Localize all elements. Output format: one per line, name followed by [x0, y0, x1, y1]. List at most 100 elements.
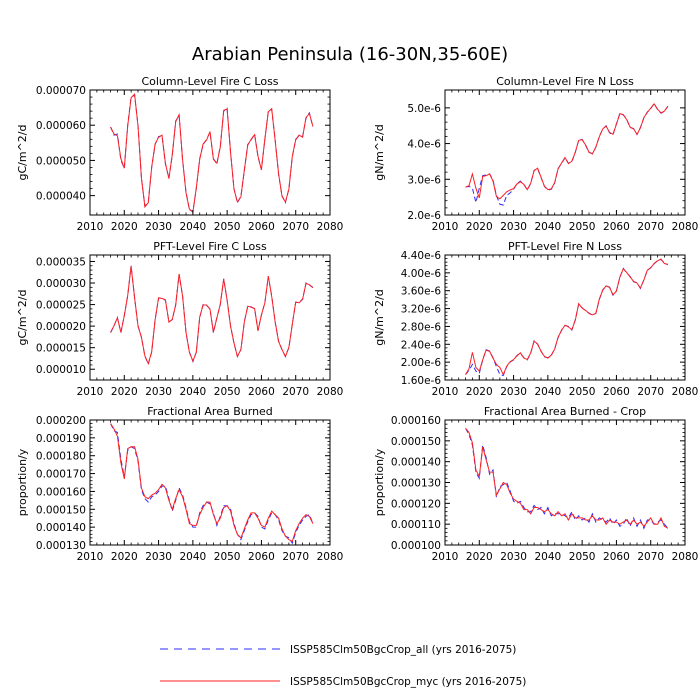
series-line-myc	[110, 266, 314, 366]
x-tick-label: 2040	[534, 221, 561, 233]
series-line-all	[465, 428, 669, 530]
y-tick-label: 4.40e-6	[401, 250, 442, 262]
y-tick-label: 0.000050	[36, 155, 86, 167]
y-axis-label: proportion/y	[16, 448, 29, 516]
plot-frame	[89, 89, 331, 216]
y-tick-label: 0.000150	[391, 436, 441, 448]
y-tick-label: 0.000015	[36, 343, 86, 355]
panel-3: PFT-Level Fire C Loss gC/m^2/d 2010 2020 203…	[16, 240, 343, 398]
x-tick-label: 2070	[637, 386, 664, 398]
y-tick-label: 1.60e-6	[401, 375, 442, 387]
y-tick-label: 0.000130	[391, 478, 441, 490]
series-line-all	[110, 94, 314, 213]
y-axis-label: gC/m^2/d	[16, 125, 29, 181]
x-tick-label: 2050	[214, 386, 241, 398]
y-tick-label: 0.000025	[36, 300, 86, 312]
panel-title: Fractional Area Burned - Crop	[484, 405, 646, 418]
y-tick-label: 3.20e-6	[401, 304, 442, 316]
series-line-myc	[110, 93, 314, 214]
series-line-myc	[110, 423, 314, 543]
panel-title: Fractional Area Burned	[147, 405, 273, 418]
x-tick-label: 2040	[534, 386, 561, 398]
x-tick-label: 2070	[282, 386, 309, 398]
plot-frame	[89, 419, 331, 546]
y-tick-label: 0.000100	[391, 540, 441, 552]
x-tick-label: 2050	[569, 551, 596, 563]
y-tick-label: 0.000160	[391, 415, 441, 427]
x-tick-label: 2030	[500, 221, 527, 233]
x-tick-label: 2080	[317, 551, 344, 563]
y-axis-label: gC/m^2/d	[16, 290, 29, 346]
y-tick-label: 0.000110	[391, 519, 441, 531]
x-tick-label: 2010	[432, 221, 459, 233]
y-tick-label: 4.00e-6	[401, 268, 442, 280]
plot-frame	[444, 89, 686, 216]
y-tick-label: 0.000010	[36, 364, 86, 376]
y-tick-label: 0.000070	[36, 85, 86, 97]
x-tick-label: 2010	[432, 551, 459, 563]
panel-title: PFT-Level Fire N Loss	[508, 240, 622, 253]
x-tick-label: 2010	[77, 221, 104, 233]
y-tick-label: 0.000140	[36, 522, 86, 534]
x-tick-label: 2020	[111, 221, 138, 233]
x-tick-label: 2050	[569, 386, 596, 398]
legend-label-all: ISSP585Clm50BgcCrop_all (yrs 2016-2075)	[290, 644, 516, 656]
y-tick-label: 0.000035	[36, 256, 86, 268]
figure-title: Arabian Peninsula (16-30N,35-60E)	[192, 44, 508, 65]
x-tick-label: 2060	[248, 386, 275, 398]
panel-4: PFT-Level Fire N Loss gN/m^2/d 2010 2020 203…	[373, 240, 698, 398]
y-tick-label: 2.0e-6	[407, 210, 441, 222]
y-tick-label: 0.000180	[36, 451, 86, 463]
y-tick-label: 3.0e-6	[407, 174, 441, 186]
x-tick-label: 2070	[637, 551, 664, 563]
y-tick-label: 0.000190	[36, 433, 86, 445]
series-line-myc	[465, 258, 669, 376]
panel-title: Column-Level Fire N Loss	[496, 75, 634, 88]
x-tick-label: 2060	[603, 386, 630, 398]
x-tick-label: 2060	[603, 221, 630, 233]
x-tick-label: 2060	[248, 221, 275, 233]
x-tick-label: 2020	[466, 221, 493, 233]
y-tick-label: 0.000120	[391, 498, 441, 510]
y-tick-label: 0.000130	[36, 540, 86, 552]
panel-2: Column-Level Fire N Loss gN/m^2/d 2010 2020…	[373, 75, 698, 233]
legend: ISSP585Clm50BgcCrop_all (yrs 2016-2075) …	[160, 644, 526, 688]
y-tick-label: 5.0e-6	[407, 103, 441, 115]
x-tick-label: 2070	[282, 551, 309, 563]
panel-1: Column-Level Fire C Loss gC/m^2/d 2010 2020…	[16, 75, 343, 233]
x-tick-label: 2050	[214, 551, 241, 563]
y-tick-label: 0.000030	[36, 278, 86, 290]
y-tick-label: 0.000200	[36, 415, 86, 427]
y-tick-label: 2.40e-6	[401, 339, 442, 351]
y-tick-label: 0.000140	[391, 457, 441, 469]
x-tick-label: 2010	[77, 386, 104, 398]
plot-frame	[444, 419, 686, 546]
x-tick-label: 2080	[317, 221, 344, 233]
panel-5: Fractional Area Burned proportion/y 2010 20…	[16, 405, 343, 563]
series-line-myc	[465, 427, 669, 529]
y-tick-label: 4.0e-6	[407, 139, 441, 151]
y-tick-label: 0.000160	[36, 486, 86, 498]
x-tick-label: 2060	[248, 551, 275, 563]
panels: Column-Level Fire C Loss gC/m^2/d 2010 2020…	[16, 75, 698, 563]
x-tick-label: 2040	[534, 551, 561, 563]
x-tick-label: 2040	[179, 551, 206, 563]
panel-6: Fractional Area Burned - Crop proportion/…	[373, 405, 698, 563]
x-tick-label: 2050	[214, 221, 241, 233]
x-tick-label: 2010	[77, 551, 104, 563]
x-tick-label: 2080	[672, 551, 699, 563]
y-axis-label: proportion/y	[373, 448, 386, 516]
x-tick-label: 2040	[179, 221, 206, 233]
x-tick-label: 2010	[432, 386, 459, 398]
x-tick-label: 2030	[500, 551, 527, 563]
y-tick-label: 0.000060	[36, 120, 86, 132]
x-tick-label: 2020	[466, 386, 493, 398]
legend-label-myc: ISSP585Clm50BgcCrop_myc (yrs 2016-2075)	[290, 676, 526, 688]
x-tick-label: 2060	[603, 551, 630, 563]
y-tick-label: 2.80e-6	[401, 321, 442, 333]
y-tick-label: 0.000020	[36, 321, 86, 333]
y-axis-label: gN/m^2/d	[373, 289, 386, 346]
x-tick-label: 2020	[466, 551, 493, 563]
